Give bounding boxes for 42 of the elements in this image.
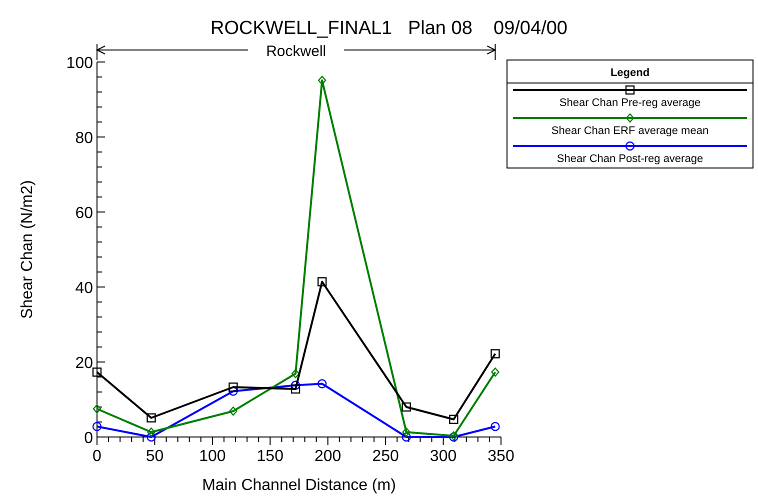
point bbox=[290, 384, 300, 394]
point bbox=[92, 404, 102, 414]
point bbox=[290, 380, 300, 390]
y-tick-label: 0 bbox=[84, 430, 94, 447]
y-axis-title: Shear Chan (N/m2) bbox=[19, 180, 36, 319]
point bbox=[402, 432, 411, 442]
point bbox=[92, 368, 102, 377]
legend-label: Shear Chan Pre-reg average bbox=[559, 97, 701, 109]
point bbox=[449, 414, 458, 424]
x-tick-label: 50 bbox=[146, 448, 164, 465]
y-tick-label: 80 bbox=[75, 130, 94, 147]
y-tick-label: 40 bbox=[75, 280, 94, 297]
y-tick-label: 100 bbox=[66, 55, 94, 72]
text: Rockwell bbox=[266, 43, 326, 60]
x-tick-label: 350 bbox=[488, 448, 514, 465]
point bbox=[490, 422, 500, 432]
point bbox=[317, 379, 327, 388]
point bbox=[229, 406, 238, 416]
chart-title: ROCKWELL_FINAL1 Plan 08 09/04/00 bbox=[210, 18, 568, 39]
point bbox=[92, 422, 102, 432]
point bbox=[146, 432, 156, 442]
legend-title: Legend bbox=[610, 67, 650, 79]
y-tick-label: 60 bbox=[75, 205, 94, 222]
point bbox=[228, 382, 238, 392]
x-tick-label: 200 bbox=[314, 448, 342, 465]
x-tick-label: 300 bbox=[430, 448, 457, 465]
point bbox=[490, 349, 500, 358]
point bbox=[402, 402, 411, 412]
point bbox=[491, 368, 500, 377]
legend-label: Shear Chan Post-reg average bbox=[556, 153, 704, 165]
point bbox=[147, 428, 156, 437]
x-tick-label: 250 bbox=[372, 448, 400, 465]
point bbox=[318, 76, 326, 85]
legend-label: Shear Chan ERF average mean bbox=[551, 125, 709, 137]
point bbox=[146, 413, 156, 422]
x-axis-title: Main Channel Distance (m) bbox=[202, 477, 396, 494]
x-tick-label: 100 bbox=[199, 448, 226, 465]
x-tick-label: 150 bbox=[256, 448, 284, 465]
point bbox=[317, 277, 327, 286]
point bbox=[291, 369, 300, 378]
y-tick-label: 20 bbox=[75, 355, 94, 372]
point bbox=[402, 428, 410, 437]
